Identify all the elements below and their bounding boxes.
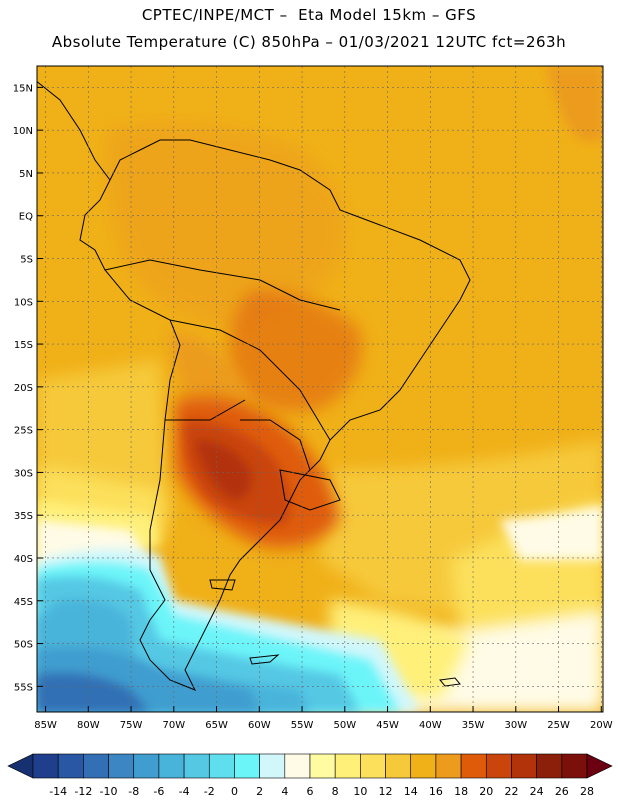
longitude-labels: 85W 80W 75W 70W 65W 60W 55W 50W 45W 40W 35W 30W 25W 2…: [34, 706, 613, 731]
map-frame: [36, 65, 604, 713]
colorbar-min-arrow: [7, 753, 34, 779]
colorbar-label: -4: [179, 785, 190, 798]
colorbar-label: -10: [100, 785, 118, 798]
colorbar-swatch: [183, 753, 210, 779]
lat-label: 10S: [14, 297, 33, 308]
lon-label: 25W: [547, 720, 570, 731]
lat-label: 15N: [13, 83, 33, 94]
lon-label: 30W: [504, 720, 527, 731]
lat-label: 55S: [14, 682, 33, 693]
lon-label: 60W: [248, 720, 271, 731]
lat-label: 10N: [13, 126, 33, 137]
colorbar-labels: -14 -12 -10 -8 -6 -4 -2 0 2 4 6 8 10 12 14 16 18 20 22 24 26…: [49, 785, 594, 798]
colorbar-label: 24: [530, 785, 544, 798]
colorbar: [7, 753, 613, 779]
colorbar-swatch: [435, 753, 462, 779]
colorbar-swatch: [133, 753, 160, 779]
colorbar-label: -12: [74, 785, 92, 798]
map-subtitle: Absolute Temperature (C) 850hPa – 01/03/…: [51, 33, 567, 51]
colorbar-swatch: [208, 753, 235, 779]
colorbar-label: 28: [580, 785, 594, 798]
lat-label: 35S: [14, 511, 33, 522]
colorbar-label: 10: [353, 785, 367, 798]
colorbar-swatch: [259, 753, 286, 779]
graticule: [37, 66, 603, 712]
latitude-labels: 15N 10N 5N EQ 5S 10S 15S 20S 25S 30S 35S 40S 45S 50S 5…: [13, 83, 43, 693]
colorbar-swatch: [485, 753, 512, 779]
colorbar-swatch: [410, 753, 437, 779]
colorbar-label: 2: [256, 785, 263, 798]
lat-label: 40S: [14, 554, 33, 565]
colorbar-label: 18: [454, 785, 468, 798]
colorbar-label: -6: [153, 785, 164, 798]
lon-label: 50W: [333, 720, 356, 731]
colorbar-swatch: [360, 753, 386, 779]
colorbar-label: 12: [379, 785, 393, 798]
colorbar-label: 26: [555, 785, 569, 798]
colorbar-label: 0: [231, 785, 238, 798]
coastlines: [37, 80, 471, 691]
colorbar-swatch: [536, 753, 563, 779]
temperature-field: [37, 66, 603, 712]
colorbar-label: 8: [332, 785, 339, 798]
colorbar-swatch: [561, 753, 588, 779]
colorbar-swatch: [385, 753, 412, 779]
colorbar-label: 6: [307, 785, 314, 798]
lat-label: 25S: [14, 426, 33, 437]
lat-label: 5N: [19, 169, 33, 180]
colorbar-swatch: [460, 753, 487, 779]
lon-label: 55W: [291, 720, 314, 731]
colorbar-swatch: [57, 753, 84, 779]
colorbar-swatch: [511, 753, 537, 779]
colorbar-swatch: [284, 753, 311, 779]
colorbar-max-arrow: [586, 753, 613, 779]
colorbar-swatch: [108, 753, 135, 779]
lat-label: 50S: [14, 640, 33, 651]
colorbar-label: 16: [429, 785, 443, 798]
lat-label: 30S: [14, 468, 33, 479]
lon-label: 80W: [77, 720, 100, 731]
lat-label: 20S: [14, 383, 33, 394]
colorbar-swatch: [32, 753, 59, 779]
colorbar-label: 4: [281, 785, 288, 798]
lon-label: 20W: [590, 720, 613, 731]
lat-label: 5S: [20, 255, 33, 266]
lon-label: 40W: [419, 720, 442, 731]
colorbar-swatch: [83, 753, 109, 779]
lon-label: 35W: [462, 720, 485, 731]
lat-label: EQ: [19, 212, 33, 223]
colorbar-swatch: [158, 753, 185, 779]
colorbar-swatch: [334, 753, 361, 779]
colorbar-label: 20: [479, 785, 493, 798]
lon-label: 75W: [120, 720, 143, 731]
lon-label: 70W: [162, 720, 185, 731]
colorbar-swatch: [309, 753, 336, 779]
colorbar-label: -8: [128, 785, 139, 798]
colorbar-label: -14: [49, 785, 67, 798]
lon-label: 85W: [34, 720, 57, 731]
lat-label: 45S: [14, 597, 33, 608]
lon-label: 65W: [205, 720, 228, 731]
lat-label: 15S: [14, 340, 33, 351]
colorbar-swatch: [234, 753, 260, 779]
colorbar-label: -2: [204, 785, 215, 798]
lon-label: 45W: [376, 720, 399, 731]
colorbar-label: 22: [504, 785, 518, 798]
colorbar-label: 14: [404, 785, 418, 798]
map-title: CPTEC/INPE/MCT – Eta Model 15km – GFS: [141, 6, 477, 24]
